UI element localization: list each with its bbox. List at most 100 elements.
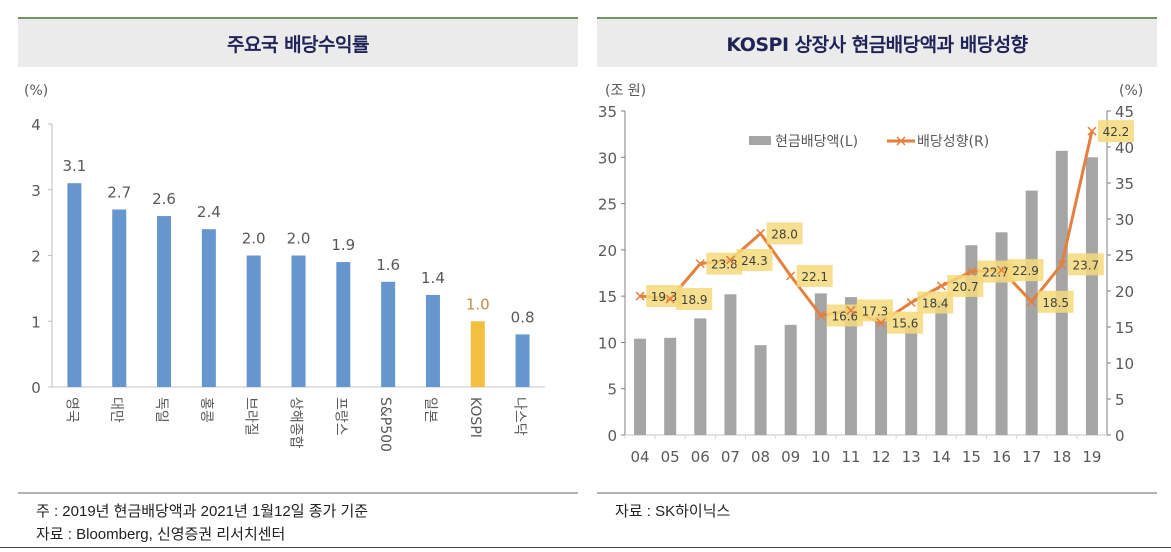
right-tick-label: 10 xyxy=(1115,355,1134,373)
x-tick-label: 09 xyxy=(781,448,800,466)
marker-stroke xyxy=(846,305,856,315)
bar-05 xyxy=(664,337,677,435)
data-label: 22.1 xyxy=(801,270,828,284)
bar-6 xyxy=(336,262,351,387)
value-label: 1.4 xyxy=(421,269,445,287)
data-label-box xyxy=(1037,290,1074,313)
x-tick-label: 14 xyxy=(932,448,951,466)
right-tick-label: 35 xyxy=(1115,175,1134,193)
legend-label-bars: 현금배당액(L) xyxy=(775,134,858,150)
x-tick-label: 프랑스 xyxy=(332,397,348,436)
right-tick-label: 30 xyxy=(1115,211,1134,229)
data-label-box xyxy=(1007,259,1044,282)
right-tick-label: 40 xyxy=(1115,139,1134,157)
x-tick-label: KOSPI xyxy=(467,397,483,438)
line-point-marker xyxy=(695,259,705,269)
bar-19 xyxy=(1085,157,1098,435)
line-point-marker xyxy=(1087,126,1097,136)
left-tick-label: 5 xyxy=(607,381,617,399)
footnote-basis: 주 : 2019년 현금배당액과 2021년 1월12일 종가 기준 xyxy=(36,503,369,520)
right-axis-label: (%) xyxy=(1119,83,1143,99)
footnote-source: 자료 : SK하이닉스 xyxy=(615,503,731,520)
marker-stroke xyxy=(906,297,916,308)
data-label: 16.6 xyxy=(831,309,858,323)
right-tick-label: 0 xyxy=(1115,427,1125,445)
bar-5 xyxy=(291,255,306,387)
data-label: 23.8 xyxy=(711,258,738,272)
x-tick-label: 19 xyxy=(1082,448,1101,466)
y-tick-label: 3 xyxy=(31,182,41,200)
value-label: 3.1 xyxy=(62,157,86,175)
page-bottom-rule xyxy=(0,547,1171,548)
bar-4 xyxy=(246,255,261,387)
bar-08 xyxy=(754,345,767,435)
data-label: 22.9 xyxy=(1012,264,1039,278)
dividend-yield-panel: 주요국 배당수익률 (%) 0 1 2 3 4 3.1 영국 2.7 대만 2.6 독일 2.4 홍콩 2.… xyxy=(18,0,578,552)
bar-16 xyxy=(995,232,1008,435)
left-tick-label: 0 xyxy=(607,427,617,445)
line-point-marker xyxy=(816,310,826,321)
footnote-source: 자료 : Bloomberg, 신영증권 리서치센터 xyxy=(36,526,286,543)
x-tick-label: 11 xyxy=(841,448,860,466)
line-point-marker xyxy=(906,297,916,308)
value-label: 1.6 xyxy=(376,256,400,274)
x-tick-label: 브라질 xyxy=(243,397,259,436)
right-tick-label: 45 xyxy=(1115,103,1134,121)
marker-stroke xyxy=(997,265,1007,275)
data-label: 42.2 xyxy=(1103,125,1130,139)
x-tick-label: 상해종합 xyxy=(288,397,304,449)
x-tick-label: 영국 xyxy=(63,397,79,423)
marker-stroke xyxy=(876,318,886,328)
x-tick-label: 일본 xyxy=(422,397,438,423)
data-label-box xyxy=(736,249,773,272)
data-label-box xyxy=(1067,253,1104,276)
chart-title-bar: KOSPI 상장사 현금배당액과 배당성향 xyxy=(597,17,1157,67)
y-tick-label: 0 xyxy=(31,379,41,397)
line-point-marker xyxy=(786,271,796,281)
legend-bar-swatch xyxy=(749,136,771,145)
bar-1 xyxy=(112,209,127,387)
chart-title: 주요국 배당수익률 xyxy=(227,33,369,56)
marker-stroke xyxy=(936,281,946,291)
x-tick-label: 13 xyxy=(902,448,921,466)
data-label-box xyxy=(796,264,833,287)
line-point-marker xyxy=(936,281,946,291)
left-tick-label: 25 xyxy=(598,196,617,214)
data-label-box xyxy=(856,299,893,322)
data-label: 18.5 xyxy=(1042,296,1069,310)
x-tick-label: 05 xyxy=(661,448,680,466)
bar-09 xyxy=(784,324,797,435)
x-tick-label: 대만 xyxy=(108,397,124,423)
marker-stroke xyxy=(635,291,645,301)
value-label: 2.7 xyxy=(107,183,131,201)
bar-06 xyxy=(694,318,707,435)
x-tick-label: 07 xyxy=(721,448,740,466)
value-label: 2.0 xyxy=(287,230,311,248)
kospi-dividend-panel: KOSPI 상장사 현금배당액과 배당성향 (조 원) (%) 0 5 10 15 20 25… xyxy=(597,0,1157,552)
marker-stroke xyxy=(816,310,826,321)
line-point-marker xyxy=(635,291,645,301)
x-tick-label: 17 xyxy=(1022,448,1041,466)
data-label: 18.4 xyxy=(922,297,949,311)
x-tick-label: S&P500 xyxy=(377,397,393,452)
y-tick-label: 4 xyxy=(31,116,41,134)
data-label: 23.7 xyxy=(1072,258,1099,272)
bar-13 xyxy=(905,324,918,435)
right-tick-label: 15 xyxy=(1115,319,1134,337)
bar-12 xyxy=(875,315,888,435)
y-axis-label: (%) xyxy=(24,83,48,99)
line-point-marker xyxy=(1057,259,1067,269)
data-label: 15.6 xyxy=(892,317,919,331)
line-point-marker xyxy=(756,228,766,238)
data-label: 17.3 xyxy=(862,304,889,318)
x-tick-label: 06 xyxy=(691,448,710,466)
bar-7 xyxy=(381,281,396,387)
bar-9 xyxy=(470,321,485,387)
right-tick-label: 5 xyxy=(1115,391,1125,409)
value-label: 2.6 xyxy=(152,190,176,208)
chart-title-bar: 주요국 배당수익률 xyxy=(18,17,578,67)
marker-stroke xyxy=(966,267,976,277)
value-label: 1.0 xyxy=(466,295,490,313)
value-label: 0.8 xyxy=(511,308,535,326)
bar-8 xyxy=(425,294,440,387)
